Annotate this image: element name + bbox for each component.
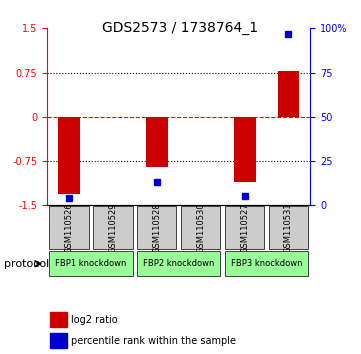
Text: percentile rank within the sample: percentile rank within the sample — [71, 336, 236, 346]
Text: GSM110530: GSM110530 — [196, 202, 205, 253]
Bar — [146, 117, 168, 167]
Text: GSM110527: GSM110527 — [240, 202, 249, 253]
Bar — [50, 312, 67, 327]
FancyBboxPatch shape — [181, 206, 221, 249]
Text: GSM110526: GSM110526 — [64, 202, 73, 253]
Text: GSM110528: GSM110528 — [152, 202, 161, 253]
Text: FBP2 knockdown: FBP2 knockdown — [143, 259, 214, 268]
Text: FBP3 knockdown: FBP3 knockdown — [231, 259, 302, 268]
FancyBboxPatch shape — [225, 251, 308, 276]
Bar — [278, 71, 300, 117]
FancyBboxPatch shape — [93, 206, 132, 249]
Text: GSM110529: GSM110529 — [108, 202, 117, 253]
Bar — [50, 333, 67, 348]
Text: protocol: protocol — [4, 259, 49, 269]
Text: log2 ratio: log2 ratio — [71, 315, 118, 325]
FancyBboxPatch shape — [137, 206, 177, 249]
FancyBboxPatch shape — [49, 206, 89, 249]
FancyBboxPatch shape — [137, 251, 221, 276]
Bar — [234, 117, 256, 182]
Text: GSM110531: GSM110531 — [284, 202, 293, 253]
Bar — [58, 117, 80, 194]
FancyBboxPatch shape — [225, 206, 264, 249]
FancyBboxPatch shape — [269, 206, 308, 249]
Text: FBP1 knockdown: FBP1 knockdown — [55, 259, 127, 268]
Text: GDS2573 / 1738764_1: GDS2573 / 1738764_1 — [103, 21, 258, 35]
FancyBboxPatch shape — [49, 251, 132, 276]
